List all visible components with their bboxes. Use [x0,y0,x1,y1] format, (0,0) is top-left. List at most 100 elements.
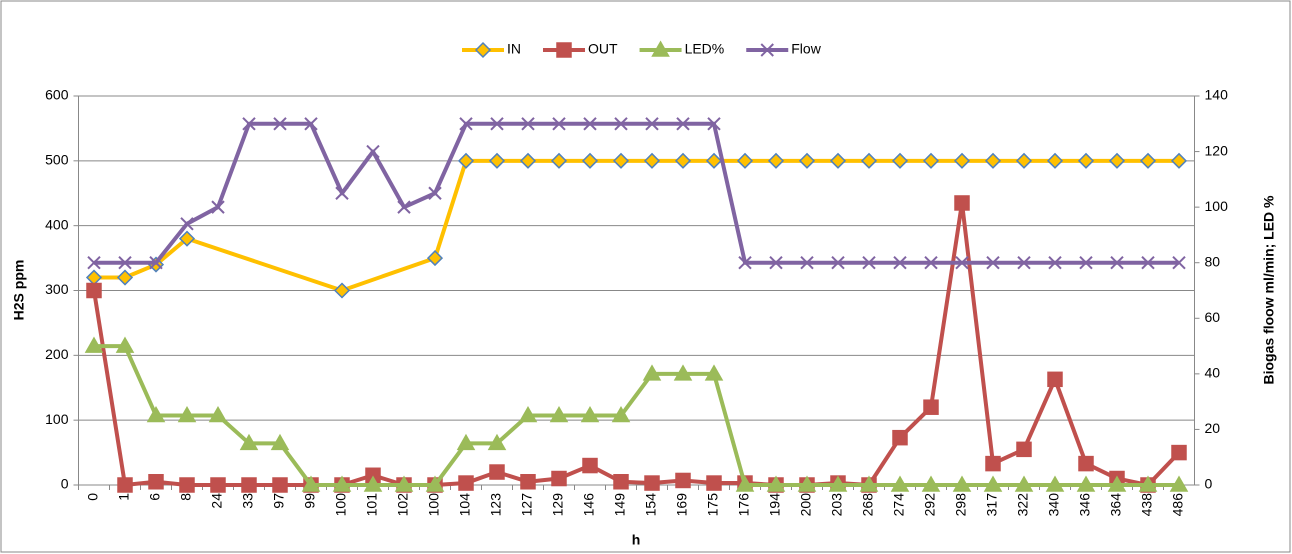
x-tick-label: 317 [984,493,1000,517]
x-tick-label: 8 [178,493,194,501]
marker [1016,441,1032,458]
x-tick-label: 1 [116,493,132,501]
marker-x [1017,256,1031,270]
x-tick-label: 364 [1108,493,1124,517]
marker [580,406,600,423]
marker [862,256,876,270]
marker [676,117,690,131]
marker-x [552,117,566,131]
marker [148,474,164,490]
marker [1107,475,1127,492]
marker [614,117,628,131]
marker [582,457,598,474]
marker [1079,256,1093,270]
marker [241,477,257,493]
marker [923,399,939,415]
marker-x [738,256,752,270]
marker [551,470,567,487]
marker [180,217,194,231]
marker [118,256,132,270]
x-tick-label: 104 [457,493,473,517]
x-tick-label: 340 [1046,493,1062,517]
marker [1138,475,1158,492]
marker-x [1172,256,1186,270]
y2-tick-label: 60 [1205,309,1221,325]
marker [831,256,845,270]
x-tick-label: 175 [705,493,721,517]
marker-x [645,117,659,131]
marker-x [769,256,783,270]
y2-tick-label: 0 [1205,476,1213,492]
series-line [94,121,1179,265]
y2-tick-label: 100 [1205,198,1229,214]
marker [146,406,166,423]
marker [986,256,1000,270]
marker [735,475,755,492]
marker-x [459,117,473,131]
marker [1017,256,1031,270]
marker-x [87,256,101,270]
x-tick-label: 292 [922,493,938,517]
marker [1171,444,1187,461]
marker [489,464,505,480]
marker-x [707,117,721,131]
marker [333,282,351,299]
marker-x [335,186,349,200]
marker [890,475,910,492]
gap-connector [341,256,436,293]
marker [859,475,879,492]
legend-label: OUT [588,41,618,57]
marker-x [1079,256,1093,270]
marker [1141,256,1155,270]
marker [1048,256,1062,270]
x-tick-label: 100 [333,493,349,517]
marker [149,256,163,270]
marker-x [397,200,411,214]
marker [760,43,774,57]
marker-x [924,256,938,270]
x-tick-label: 169 [674,493,690,517]
marker [922,152,940,169]
y-tick-label: 600 [45,87,69,103]
legend-label: LED% [685,41,725,57]
marker-x [428,186,442,200]
marker [736,152,754,169]
x-tick-label: 33 [240,493,256,509]
x-tick-label: 100 [426,493,442,517]
marker [921,475,941,492]
marker-x [242,117,256,131]
marker [397,200,411,214]
marker-x [893,256,907,270]
marker-x [955,256,969,270]
marker [769,256,783,270]
marker [612,152,630,169]
marker [272,477,288,493]
x-tick-label: 298 [953,493,969,517]
marker-x [614,117,628,131]
marker [301,475,321,492]
marker [556,42,572,58]
y-tick-label: 100 [45,411,69,427]
marker [892,429,908,446]
marker-x [831,256,845,270]
marker-x [583,117,597,131]
y2-axis-title: Biogas floow ml/min; LED % [1261,195,1277,385]
x-tick-label: 97 [271,493,287,509]
marker [581,152,599,169]
marker [1045,475,1065,492]
marker [953,152,971,169]
x-tick-label: 123 [488,493,504,517]
x-tick-label: 274 [891,493,907,517]
marker [1014,475,1034,492]
marker [1076,475,1096,492]
marker [179,477,195,493]
x-tick-label: 24 [209,493,225,509]
marker [651,40,670,57]
marker [1015,152,1033,169]
x-tick-label: 200 [798,493,814,517]
marker [738,256,752,270]
marker [1047,371,1063,388]
x-tick-label: 176 [736,493,752,517]
marker [487,433,507,451]
